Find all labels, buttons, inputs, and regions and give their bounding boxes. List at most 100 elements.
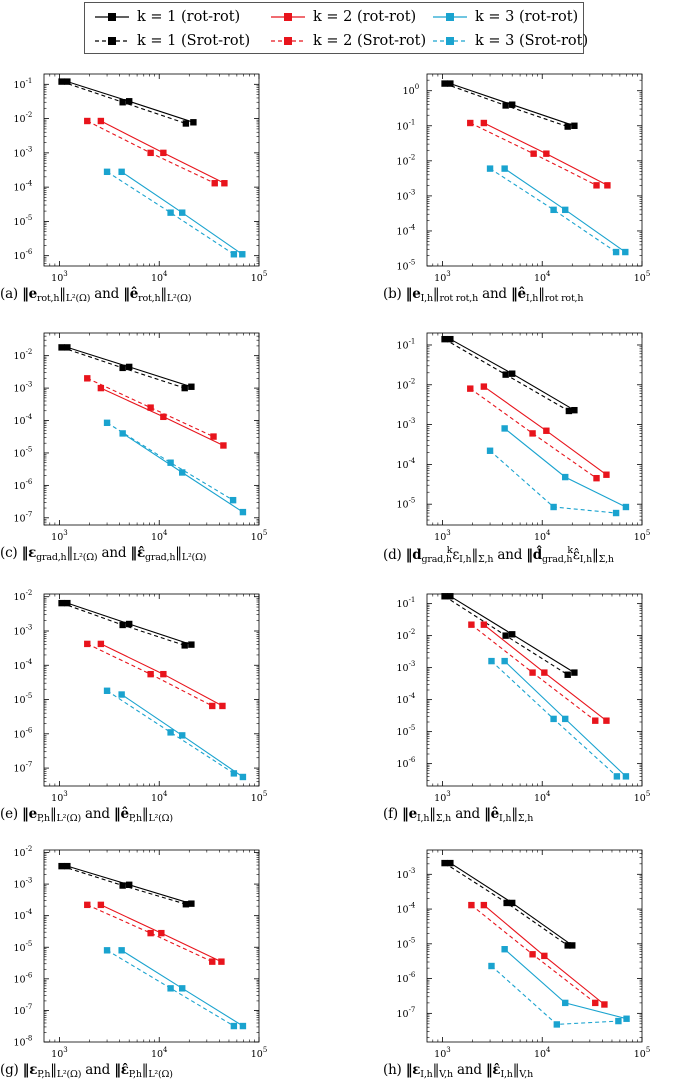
data-point xyxy=(480,901,488,909)
caption-part: ‖ xyxy=(141,806,149,822)
data-point xyxy=(529,430,536,437)
data-point xyxy=(441,593,448,600)
y-tick-label: 10-6 xyxy=(13,248,32,262)
data-point xyxy=(468,901,475,909)
data-point xyxy=(182,901,190,908)
series-line xyxy=(106,422,234,501)
series-k-2-srot-rot- xyxy=(84,640,216,710)
data-point xyxy=(543,427,550,434)
legend-item-2: k = 2 (rot-rot) xyxy=(271,5,416,29)
data-point xyxy=(118,947,125,954)
series-k-3-srot-rot- xyxy=(103,168,238,258)
series-k-3-rot-rot- xyxy=(501,165,629,256)
series-k-2-rot-rot- xyxy=(480,383,610,478)
caption-part: rot,h xyxy=(138,293,161,304)
y-tick-label: 10-3 xyxy=(13,145,32,159)
caption-part: I,h xyxy=(416,813,430,824)
series-k-2-rot-rot- xyxy=(480,621,610,724)
data-point xyxy=(179,469,186,476)
data-point xyxy=(562,473,569,481)
series-k-1-srot-rot- xyxy=(58,599,188,649)
caption-part: ‖ê xyxy=(113,806,129,822)
data-point xyxy=(64,862,71,870)
series-k-3-srot-rot- xyxy=(486,165,620,256)
caption-part: ‖ xyxy=(49,806,57,822)
y-tick-label: 10-2 xyxy=(396,628,415,642)
data-point xyxy=(221,180,228,187)
series-k-3-srot-rot- xyxy=(103,947,238,1030)
series-line xyxy=(106,949,235,1027)
data-point xyxy=(147,929,154,937)
data-point xyxy=(160,413,167,421)
series-k-3-srot-rot- xyxy=(488,657,621,780)
caption-part: L²(Ω) xyxy=(148,1069,173,1080)
data-point xyxy=(592,999,599,1007)
data-point xyxy=(229,496,237,504)
data-point xyxy=(58,78,65,85)
caption-part: (g) xyxy=(0,1062,23,1078)
caption-part: P,h xyxy=(128,1069,142,1080)
y-tick-label: 10-3 xyxy=(13,381,32,395)
series-k-3-rot-rot- xyxy=(501,657,630,780)
legend: k = 1 (rot-rot) k = 2 (rot-rot) k = 3 (rot… xyxy=(84,2,588,54)
data-point xyxy=(447,335,454,343)
series-k-1-srot-rot- xyxy=(441,335,573,415)
caption-part: and xyxy=(452,1062,486,1078)
y-tick-label: 10-5 xyxy=(396,936,415,950)
caption-part: ‖ xyxy=(160,286,167,302)
series-k-2-rot-rot- xyxy=(480,119,611,189)
chart-panel-a: 103 104 105 10-6 10-5 10-4 10-3 10-2 10-1 (a) ‖er… xyxy=(0,64,300,316)
chart-svg: 103 104 105 10-6 10-5 10-4 10-3 10-2 10-1 xyxy=(396,593,650,804)
data-point xyxy=(486,447,494,454)
y-tick-label: 10-6 xyxy=(13,478,32,492)
series-k-3-srot-rot- xyxy=(103,687,238,777)
data-point xyxy=(502,102,509,109)
legend-label: k = 2 (Srot-rot) xyxy=(313,33,427,49)
chart-svg: 103 104 105 10-6 10-5 10-4 10-3 10-2 10-1 xyxy=(13,73,267,284)
data-point xyxy=(119,430,126,437)
data-point xyxy=(182,120,190,127)
data-point xyxy=(441,335,448,343)
plot-frame xyxy=(43,332,260,526)
data-point xyxy=(612,248,620,256)
data-point xyxy=(58,344,65,351)
data-point xyxy=(480,621,488,628)
x-tick-label: 103 xyxy=(51,529,68,543)
series-line xyxy=(87,377,214,438)
x-tick-label: 104 xyxy=(534,529,551,543)
data-point xyxy=(158,929,165,937)
data-point xyxy=(622,248,629,256)
data-point xyxy=(179,732,186,739)
legend-item-1: k = 1 (rot-rot) xyxy=(95,5,240,29)
data-point xyxy=(541,952,548,960)
caption-part: L²(Ω) xyxy=(56,813,82,824)
series-k-3-rot-rot- xyxy=(118,947,247,1030)
caption-part: rot,h xyxy=(37,293,60,304)
caption-part: I,h xyxy=(499,813,512,824)
y-tick-label: 10-2 xyxy=(396,153,415,167)
data-point xyxy=(125,98,133,105)
caption-part: grad,h xyxy=(421,554,452,565)
data-point xyxy=(615,1017,622,1025)
x-tick-label: 104 xyxy=(151,1046,168,1060)
series-k-3-rot-rot- xyxy=(119,430,247,516)
caption-part: ‖ê xyxy=(123,286,139,302)
data-point xyxy=(84,901,91,909)
data-point xyxy=(230,770,238,777)
series-k-1-rot-rot- xyxy=(64,344,195,390)
data-point xyxy=(603,471,610,478)
legend-swatch-5 xyxy=(271,37,305,45)
data-point xyxy=(441,859,448,867)
data-point xyxy=(58,599,65,607)
data-point xyxy=(569,942,576,949)
x-tick-label: 103 xyxy=(51,1046,68,1060)
x-tick-label: 105 xyxy=(634,1046,651,1060)
y-tick-label: 10-3 xyxy=(13,623,32,637)
caption-part: and xyxy=(90,286,124,302)
caption-part: ‖ê xyxy=(484,806,500,822)
series-k-2-srot-rot- xyxy=(84,901,216,965)
data-point xyxy=(167,209,174,216)
caption-part: P,h xyxy=(36,813,50,824)
caption-part: rot rot,h xyxy=(439,293,478,304)
caption-part: Σ,h xyxy=(598,554,614,565)
